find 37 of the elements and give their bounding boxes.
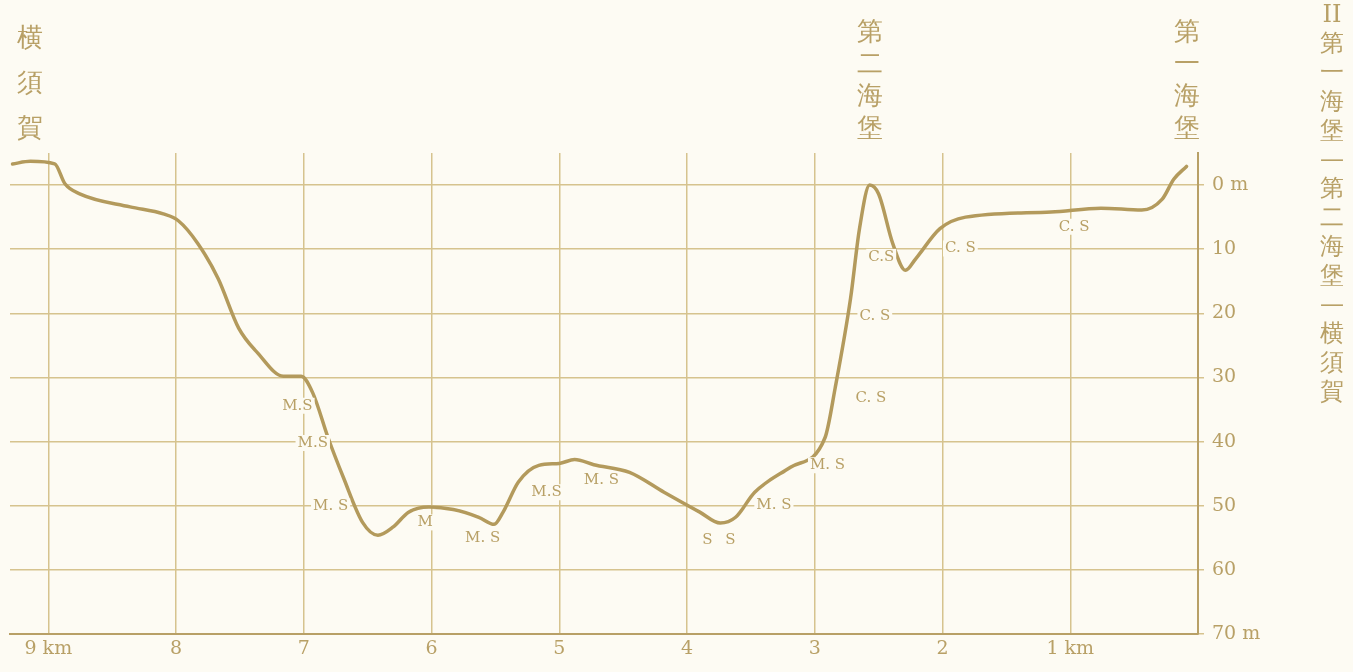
annotation: C. S <box>859 306 891 325</box>
x-tick-label: 7 <box>297 635 310 658</box>
annotation: M. S <box>756 494 792 513</box>
annotation: S <box>725 529 736 548</box>
y-tick-label: 50 <box>1212 492 1237 515</box>
annotation: M. S <box>809 455 846 474</box>
annotation: 横須賀 <box>17 21 44 142</box>
annotation: C. S <box>855 387 887 406</box>
chart-title: II 第一海堡—第二海堡—横須賀 <box>1320 0 1344 405</box>
annotation: C.S <box>868 246 895 265</box>
y-tick-label: 60 <box>1212 556 1237 579</box>
y-tick-label: 10 <box>1212 236 1237 259</box>
annotation: C. S <box>1058 216 1090 235</box>
x-tick-label: 8 <box>170 635 183 658</box>
y-tick-label: 30 <box>1212 364 1237 387</box>
annotation: M.S <box>282 395 313 414</box>
annotation: C. S <box>945 238 976 257</box>
annotation: M. S <box>583 469 620 488</box>
x-tick-label: 1 km <box>1046 635 1095 658</box>
y-tick-label: 0 m <box>1212 172 1249 194</box>
y-tick-label: 40 <box>1212 428 1237 451</box>
x-tick-label: 6 <box>425 635 438 658</box>
x-tick-label: 9 km <box>24 635 73 658</box>
x-tick-label: 4 <box>680 635 694 658</box>
annotation: M. S <box>465 527 501 546</box>
annotation: M <box>417 512 433 531</box>
y-tick-label: 70 m <box>1212 620 1261 643</box>
annotation: S <box>702 529 713 548</box>
x-tick-label: 3 <box>808 635 821 658</box>
x-tick-label: 2 <box>936 635 949 658</box>
annotation: 第一海堡 <box>1173 15 1200 142</box>
y-tick-label: 20 <box>1212 300 1237 323</box>
annotation: M.S <box>531 482 562 501</box>
annotation: M. S <box>313 496 349 515</box>
annotation: 第二海堡 <box>856 15 883 142</box>
x-tick-label: 5 <box>553 635 566 658</box>
annotation: M.S <box>297 432 328 451</box>
